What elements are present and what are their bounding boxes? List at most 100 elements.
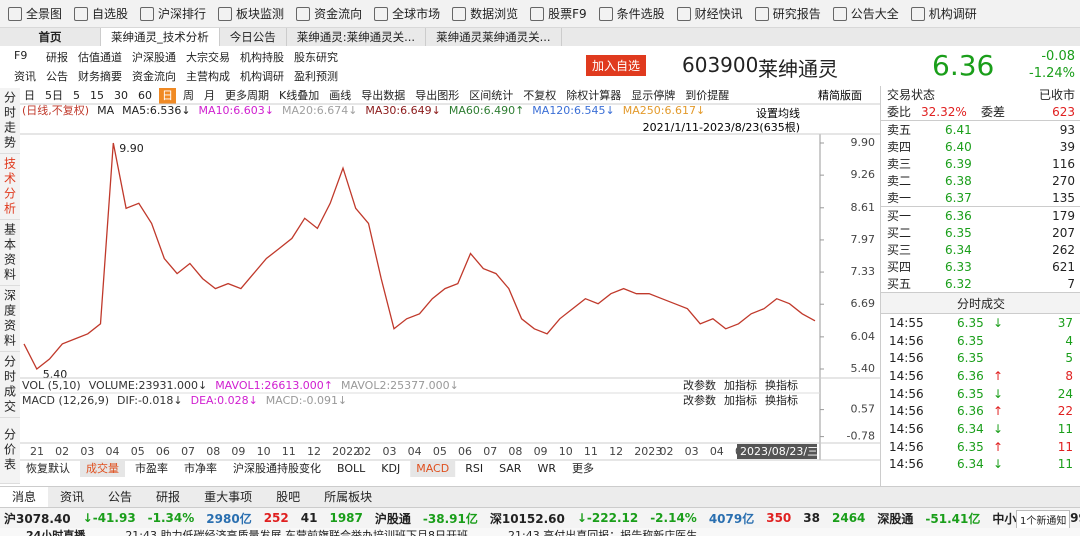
x-tick-label: 11 bbox=[584, 445, 598, 458]
quick-link[interactable]: 盈利预测 bbox=[294, 70, 338, 83]
quick-link[interactable]: 股东研究 bbox=[294, 51, 338, 64]
side-tab[interactable]: 分时走势 bbox=[0, 88, 20, 154]
chart-toolbar-button[interactable]: 导出数据 bbox=[361, 88, 405, 102]
toolbar-button[interactable]: 沪深排行 bbox=[140, 5, 206, 22]
chart-toolbar-button[interactable]: 15 bbox=[90, 89, 104, 102]
toolbar-button[interactable]: 财经快讯 bbox=[677, 5, 743, 22]
chart-toolbar-button[interactable]: 画线 bbox=[329, 88, 351, 102]
indicator-tab[interactable]: MACD bbox=[416, 462, 449, 475]
indicator-tab[interactable]: 成交量 bbox=[86, 461, 119, 475]
toolbar-button[interactable]: 板块监测 bbox=[218, 5, 284, 22]
quick-link[interactable]: 研报 bbox=[46, 51, 68, 64]
trade-row: 14:56 6.36 ↑ 22 bbox=[881, 402, 1080, 420]
x-tick-label: 21 bbox=[30, 445, 44, 458]
tab[interactable]: 今日公告 bbox=[220, 28, 287, 46]
index-value: 350 bbox=[766, 511, 792, 525]
news-tab[interactable]: 消息 bbox=[0, 487, 49, 507]
time: 14:56 bbox=[889, 421, 924, 436]
chart-toolbar-button[interactable]: 显示停牌 bbox=[631, 88, 675, 102]
stock-price: 6.36 bbox=[932, 49, 995, 82]
chart-toolbar-button[interactable]: 不复权 bbox=[523, 88, 556, 102]
indicator-tab[interactable]: 沪深股通持股变化 bbox=[233, 461, 321, 475]
price: 6.34 bbox=[945, 242, 972, 257]
indicator-tab[interactable]: 市净率 bbox=[184, 461, 217, 475]
x-tick-label: 03 bbox=[80, 445, 94, 458]
news-tab[interactable]: 研报 bbox=[156, 490, 181, 504]
indicator-tab[interactable]: KDJ bbox=[381, 462, 400, 475]
quick-link[interactable]: 资金流向 bbox=[132, 70, 176, 83]
toolbar-button[interactable]: 条件选股 bbox=[599, 5, 665, 22]
news-tab[interactable]: 所属板块 bbox=[324, 490, 373, 504]
chart-toolbar-button[interactable]: 月 bbox=[204, 89, 215, 102]
toolbar-button[interactable]: 全景图 bbox=[8, 5, 62, 22]
tab[interactable]: 首页 bbox=[0, 28, 101, 46]
order-book-row: 卖五 6.41 93 bbox=[881, 120, 1080, 138]
notification[interactable]: 1个新通知 bbox=[1016, 510, 1071, 529]
indicator-tab[interactable]: 市盈率 bbox=[135, 461, 168, 475]
indicator-tab[interactable]: SAR bbox=[499, 462, 522, 475]
toolbar-button[interactable]: 数据浏览 bbox=[452, 5, 518, 22]
quick-link[interactable]: 估值通道 bbox=[78, 51, 122, 64]
quick-link[interactable]: 主营构成 bbox=[186, 70, 230, 83]
x-tick-label: 02 bbox=[659, 445, 673, 458]
quick-link[interactable]: 机构持股 bbox=[240, 51, 284, 64]
news-tab[interactable]: 重大事项 bbox=[204, 490, 253, 504]
toolbar-button[interactable]: 研究报告 bbox=[755, 5, 821, 22]
side-tab[interactable]: 分时成交 bbox=[0, 352, 20, 418]
order-book-row: 买四 6.33 621 bbox=[881, 258, 1080, 275]
ma-settings[interactable]: 设置均线 bbox=[756, 106, 800, 120]
side-tab[interactable]: 分价表 bbox=[0, 418, 20, 484]
indicator-tab[interactable]: 恢复默认 bbox=[26, 461, 70, 475]
layout-button[interactable]: 精简版面 bbox=[818, 88, 862, 102]
chart-toolbar-button[interactable]: 5 bbox=[73, 89, 80, 102]
volume: 93 bbox=[1059, 122, 1075, 137]
chart-toolbar-button[interactable]: 区间统计 bbox=[469, 89, 513, 102]
toolbar-button[interactable]: 资金流向 bbox=[296, 5, 362, 22]
chart-toolbar-button[interactable]: 周 bbox=[183, 89, 194, 102]
chart-toolbar-button[interactable]: 5日 bbox=[45, 89, 63, 102]
quick-link[interactable]: 大宗交易 bbox=[186, 51, 230, 64]
indicator-tab[interactable]: BOLL bbox=[337, 462, 366, 475]
toolbar-button[interactable]: 机构调研 bbox=[911, 5, 977, 22]
quick-link[interactable]: 资讯 bbox=[14, 70, 36, 83]
toolbar-button[interactable]: 公告大全 bbox=[833, 5, 899, 22]
price: 6.34 bbox=[957, 421, 984, 436]
side-tab[interactable]: 基本资料 bbox=[0, 220, 20, 286]
trade-row: 14:56 6.35 4 bbox=[881, 332, 1080, 350]
quick-link[interactable]: 财务摘要 bbox=[78, 70, 122, 83]
indicator-tab[interactable]: WR bbox=[537, 462, 556, 475]
price: 6.35 bbox=[957, 315, 984, 330]
chart-toolbar-button[interactable]: 到价提醒 bbox=[685, 89, 729, 102]
tab[interactable]: 莱绅通灵莱绅通灵关... bbox=[426, 28, 562, 46]
ticker-item: 21:43 高付出真回报：报告称新店医生... bbox=[508, 529, 708, 536]
quick-link[interactable]: 机构调研 bbox=[240, 70, 284, 83]
quick-link[interactable]: 公告 bbox=[46, 70, 68, 83]
price: 6.37 bbox=[945, 190, 972, 205]
toolbar-button[interactable]: 股票F9 bbox=[530, 5, 587, 22]
quick-link[interactable]: 沪深股通 bbox=[132, 51, 176, 64]
news-tab[interactable]: 资讯 bbox=[60, 490, 85, 504]
chart-toolbar-button[interactable]: 日 bbox=[162, 89, 173, 102]
news-tab[interactable]: 股吧 bbox=[276, 490, 301, 504]
quick-link[interactable]: F9 bbox=[14, 49, 28, 62]
indicator-tab[interactable]: RSI bbox=[465, 462, 483, 475]
news-tab[interactable]: 公告 bbox=[108, 490, 133, 504]
chart-toolbar-button[interactable]: 60 bbox=[138, 89, 152, 102]
chart-toolbar-button[interactable]: K线叠加 bbox=[279, 88, 319, 102]
side-tab[interactable]: 技术分析 bbox=[0, 154, 20, 220]
indicator-tab[interactable]: 更多 bbox=[572, 461, 594, 475]
chart-toolbar-button[interactable]: 30 bbox=[114, 89, 128, 102]
tab[interactable]: 莱绅通灵_技术分析 bbox=[101, 28, 220, 46]
add-watchlist-button[interactable]: 加入自选 bbox=[586, 55, 647, 76]
level: 卖三 bbox=[887, 157, 912, 171]
toolbar-button[interactable]: 全球市场 bbox=[374, 5, 440, 22]
toolbar-button[interactable]: 自选股 bbox=[74, 5, 128, 22]
chart-toolbar-button[interactable]: 除权计算器 bbox=[566, 88, 621, 102]
chart-toolbar-button[interactable]: 日 bbox=[24, 89, 35, 102]
order-book-row: 买五 6.32 7 bbox=[881, 275, 1080, 292]
chart-toolbar-button[interactable]: 导出图形 bbox=[415, 88, 459, 102]
volume: 4 bbox=[1065, 333, 1073, 348]
tab[interactable]: 莱绅通灵:莱绅通灵关... bbox=[287, 28, 427, 46]
side-tab[interactable]: 深度资料 bbox=[0, 286, 20, 352]
chart-toolbar-button[interactable]: 更多周期 bbox=[225, 88, 269, 102]
